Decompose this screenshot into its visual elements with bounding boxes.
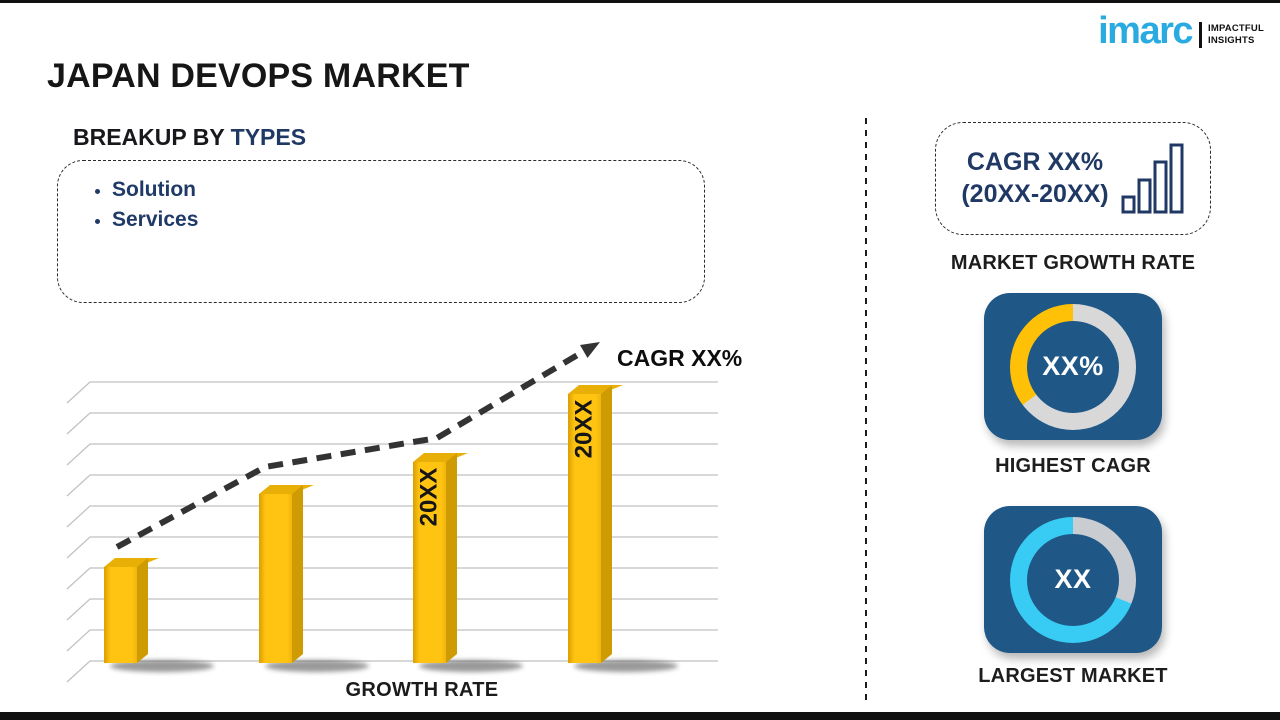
top-black-strip bbox=[0, 0, 1280, 3]
bar-3: 20XX bbox=[413, 453, 468, 663]
highest-cagr-value: XX% bbox=[1042, 351, 1104, 381]
highest-cagr-donut: XX% bbox=[1010, 303, 1136, 430]
cagr-annotation: CAGR XX% bbox=[617, 345, 742, 371]
logo-divider-bar bbox=[1199, 22, 1203, 48]
trend-arrowhead-icon bbox=[580, 342, 600, 358]
largest-market-donut: XX bbox=[1010, 516, 1136, 643]
breakup-heading-highlight: TYPES bbox=[230, 124, 307, 150]
cagr-box-line1: CAGR XX% bbox=[966, 148, 1104, 177]
growth-bars-icon bbox=[1121, 143, 1184, 213]
cagr-box-line2: (20XX-20XX) bbox=[961, 179, 1109, 208]
trend-dashed-line bbox=[115, 347, 588, 550]
list-item-services: Services bbox=[112, 205, 704, 235]
growth-rate-chart-svg: 20XX 20XX CAGR XX% bbox=[66, 342, 742, 683]
logo-tagline-line2: INSIGHTS bbox=[1208, 35, 1255, 46]
types-list: Solution Services bbox=[112, 175, 704, 235]
largest-market-value: XX bbox=[1054, 564, 1092, 594]
imarc-logo: imarc IMPACTFUL INSIGHTS bbox=[1098, 12, 1264, 50]
highest-cagr-label: HIGHEST CAGR bbox=[995, 455, 1151, 477]
breakup-heading: BREAKUP BY TYPES bbox=[73, 124, 306, 151]
bar-4-year-label: 20XX bbox=[571, 400, 598, 459]
growth-rate-chart: 20XX 20XX CAGR XX% bbox=[40, 335, 750, 685]
imarc-brand-wordmark: imarc bbox=[1098, 10, 1193, 52]
logo-tagline: IMPACTFUL INSIGHTS bbox=[1208, 23, 1264, 46]
right-panel: CAGR XX% (20XX-20XX) MARKET GROWTH RATE … bbox=[928, 0, 1218, 720]
chart-gridlines bbox=[66, 381, 718, 683]
bottom-black-strip bbox=[0, 712, 1280, 720]
page-title: JAPAN DEVOPS MARKET bbox=[47, 57, 470, 95]
highest-cagr-tile: XX% bbox=[984, 293, 1162, 440]
bar-1 bbox=[104, 558, 159, 663]
largest-market-label: LARGEST MARKET bbox=[978, 665, 1168, 687]
highest-cagr-donut-hole bbox=[1027, 320, 1119, 413]
list-item-solution: Solution bbox=[112, 175, 704, 205]
cagr-dashed-box: CAGR XX% (20XX-20XX) bbox=[935, 122, 1211, 235]
largest-market-donut-hole bbox=[1027, 533, 1119, 626]
bar-4: 20XX bbox=[568, 385, 623, 663]
bar-2 bbox=[259, 485, 314, 663]
types-dashed-box: Solution Services bbox=[57, 160, 705, 303]
section-divider-line bbox=[865, 118, 867, 700]
breakup-heading-prefix: BREAKUP BY bbox=[73, 124, 231, 150]
cagr-box-text: CAGR XX% (20XX-20XX) bbox=[961, 147, 1108, 210]
bar-3-year-label: 20XX bbox=[416, 468, 443, 527]
chart-x-axis-title: GROWTH RATE bbox=[345, 679, 499, 701]
largest-market-tile: XX bbox=[984, 506, 1162, 653]
market-growth-rate-label: MARKET GROWTH RATE bbox=[950, 252, 1196, 274]
logo-tagline-line1: IMPACTFUL bbox=[1208, 23, 1264, 35]
